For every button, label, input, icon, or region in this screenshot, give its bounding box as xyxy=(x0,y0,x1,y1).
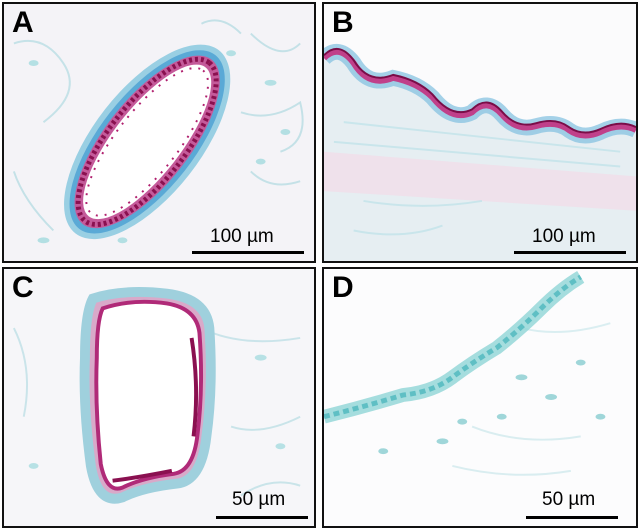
panel-b-scale-line xyxy=(514,251,626,254)
panel-c-micrograph xyxy=(4,269,314,526)
panel-c: C 50 µm xyxy=(2,267,316,528)
panel-b-scale-bar: 100 µm xyxy=(514,226,626,258)
panel-b: B 100 µm xyxy=(322,2,638,263)
panel-c-label: C xyxy=(12,271,34,304)
panel-d-label: D xyxy=(332,271,354,304)
panel-a-micrograph xyxy=(4,4,314,261)
panel-c-scale-bar: 50 µm xyxy=(216,489,308,521)
panel-a-scale-label: 100 µm xyxy=(210,226,274,247)
panel-a-scale-bar: 100 µm xyxy=(192,226,304,258)
panel-b-scale-label: 100 µm xyxy=(532,226,596,247)
panel-c-scale-label: 50 µm xyxy=(232,489,286,510)
panel-c-scale-line xyxy=(216,516,308,519)
panel-d-scale-bar: 50 µm xyxy=(526,489,618,521)
panel-d-scale-label: 50 µm xyxy=(542,489,596,510)
panel-d: D 50 µm xyxy=(322,267,638,528)
panel-d-scale-line xyxy=(526,516,618,519)
panel-a: A 100 µm xyxy=(2,2,316,263)
panel-a-label: A xyxy=(12,6,34,39)
panel-a-scale-line xyxy=(192,251,304,254)
panel-b-label: B xyxy=(332,6,354,39)
panel-d-micrograph xyxy=(324,269,636,526)
panel-b-micrograph xyxy=(324,4,636,261)
